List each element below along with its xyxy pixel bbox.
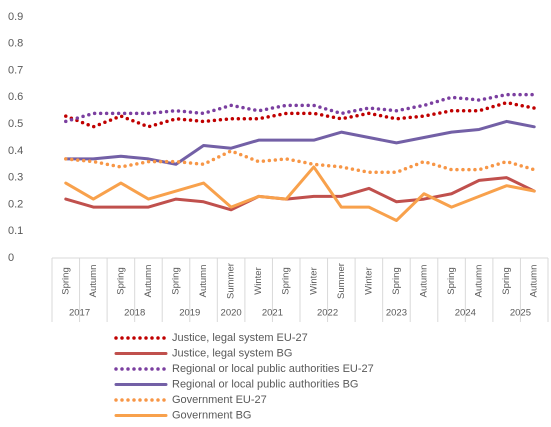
x-tick-label: Autumn [419, 265, 430, 298]
legend-label: Justice, legal system BG [172, 347, 292, 359]
y-tick-label: 0.9 [8, 11, 23, 23]
y-tick-label: 0.4 [8, 145, 23, 157]
x-tick-label: Autumn [198, 265, 209, 298]
year-label: 2020 [221, 308, 242, 319]
y-tick-label: 0.8 [8, 38, 23, 50]
series-line [64, 165, 536, 223]
year-label: 2021 [262, 308, 283, 319]
y-tick-label: 0.3 [8, 172, 23, 184]
year-label: 2023 [386, 308, 407, 319]
year-label: 2019 [179, 308, 200, 319]
y-tick-label: 0.2 [8, 198, 23, 210]
series-line [64, 119, 536, 166]
x-tick-label: Winter [363, 267, 374, 294]
x-tick-label: Summer [226, 263, 237, 299]
x-tick-label: Winter [308, 267, 319, 294]
y-tick-label: 0.6 [8, 91, 23, 103]
legend-label: Justice, legal system EU-27 [172, 332, 308, 344]
y-tick-label: 0 [8, 252, 14, 264]
x-tick-label: Spring [115, 267, 126, 294]
x-tick-label: Summer [336, 263, 347, 299]
year-label: 2017 [69, 308, 90, 319]
y-tick-label: 0.1 [8, 225, 23, 237]
x-tick-label: Spring [391, 267, 402, 294]
x-tick-label: Spring [446, 267, 457, 294]
x-tick-label: Winter [253, 267, 264, 294]
legend-label: Regional or local public authorities BG [172, 378, 359, 390]
legend-label: Government EU-27 [172, 394, 267, 406]
x-tick-label: Spring [171, 267, 182, 294]
x-tick-label: Spring [60, 267, 71, 294]
year-label: 2025 [510, 308, 531, 319]
x-tick-label: Autumn [529, 265, 540, 298]
year-label: 2018 [124, 308, 145, 319]
series-line [64, 92, 536, 124]
series-line [64, 149, 536, 175]
year-label: 2022 [317, 308, 338, 319]
x-tick-label: Spring [281, 267, 292, 294]
legend-label: Regional or local public authorities EU-… [172, 363, 374, 375]
year-label: 2024 [455, 308, 476, 319]
y-tick-label: 0.7 [8, 64, 23, 76]
x-tick-label: Autumn [88, 265, 99, 298]
series-line [64, 176, 536, 212]
x-tick-label: Spring [501, 267, 512, 294]
legend-label: Government BG [172, 409, 251, 421]
x-tick-label: Autumn [143, 265, 154, 298]
x-tick-label: Autumn [474, 265, 485, 298]
series-line [64, 100, 536, 129]
y-tick-label: 0.5 [8, 118, 23, 130]
